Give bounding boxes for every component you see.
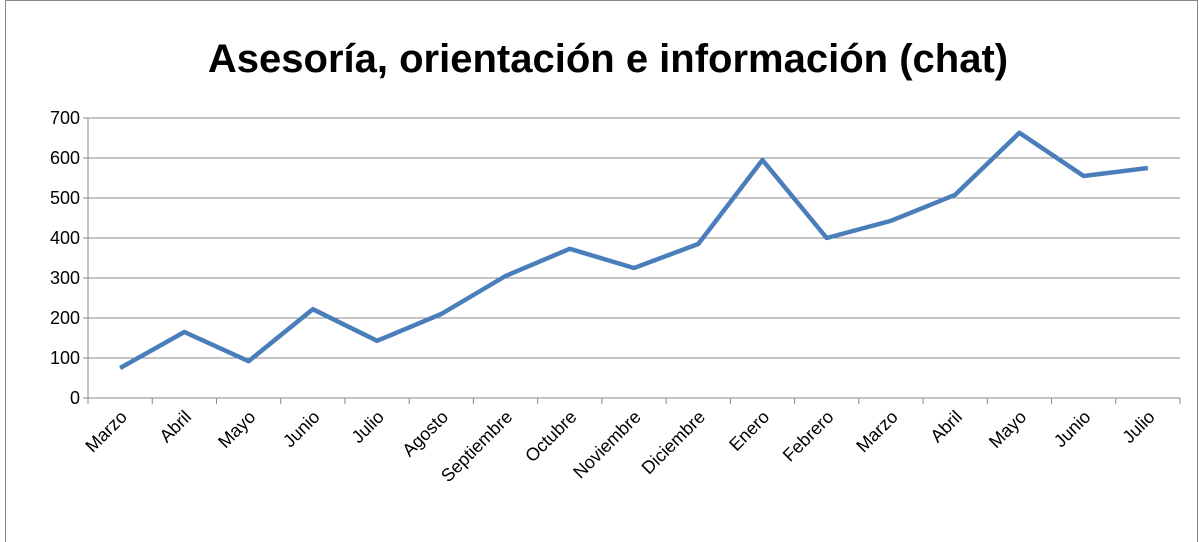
- y-tick-label: 100: [50, 348, 80, 368]
- y-tick-label: 700: [50, 108, 80, 128]
- y-tick-label: 300: [50, 268, 80, 288]
- chart-title: Asesoría, orientación e información (cha…: [208, 37, 1008, 81]
- chart-frame: [5, 0, 1198, 542]
- y-tick-label: 400: [50, 228, 80, 248]
- y-tick-label: 200: [50, 308, 80, 328]
- y-tick-label: 0: [70, 388, 80, 408]
- line-series: [119, 130, 1149, 370]
- y-tick-label: 600: [50, 148, 80, 168]
- y-tick-label: 500: [50, 188, 80, 208]
